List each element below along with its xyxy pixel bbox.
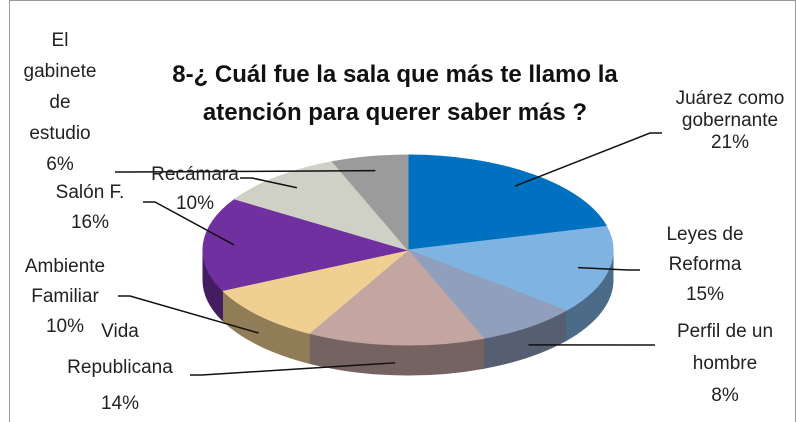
category-label: Vida Republicana bbox=[67, 321, 173, 378]
value-label: 16% bbox=[70, 212, 110, 233]
value-label: 8% bbox=[711, 385, 739, 406]
category-label: Perfil de un hombre bbox=[676, 321, 774, 374]
value-label: 10% bbox=[175, 193, 215, 214]
pie-slice bbox=[331, 154, 409, 252]
leader-line bbox=[118, 295, 259, 334]
pie-slice bbox=[308, 249, 485, 346]
category-label: Leyes de Reforma bbox=[666, 224, 744, 275]
value-label: 10% bbox=[45, 316, 85, 337]
leader-line bbox=[190, 362, 396, 376]
leader-line bbox=[514, 132, 662, 187]
category-label: Salón F. bbox=[55, 182, 125, 203]
data-label: Vida Republicana 14% bbox=[55, 314, 185, 422]
pie-slice bbox=[407, 225, 614, 312]
data-label: Leyes de Reforma 15% bbox=[650, 220, 760, 310]
value-label: 14% bbox=[100, 393, 140, 414]
value-label: 6% bbox=[46, 154, 74, 175]
data-label: Recámara 10% bbox=[145, 160, 245, 218]
category-label: Juárez como gobernante bbox=[675, 88, 785, 131]
leader-line bbox=[143, 201, 235, 246]
value-label: 15% bbox=[685, 284, 725, 305]
category-label: Ambiente Familiar bbox=[24, 256, 106, 307]
data-label: Ambiente Familiar 10% bbox=[8, 252, 123, 342]
data-label: Perfil de un hombre 8% bbox=[650, 316, 796, 412]
leader-line bbox=[115, 169, 376, 173]
chart-title: 8-¿ Cuál fue la sala que más te llamo la… bbox=[172, 61, 618, 126]
data-label: Salón F. 16% bbox=[40, 178, 140, 238]
category-label: Recámara bbox=[151, 164, 239, 185]
data-label: Juárez como gobernante 21% bbox=[655, 88, 796, 154]
data-label: El gabinete de estudio 6% bbox=[21, 25, 99, 180]
pie-slice bbox=[407, 154, 608, 251]
pie-slice bbox=[202, 198, 409, 291]
leader-line bbox=[240, 177, 298, 189]
category-label: El gabinete de estudio bbox=[23, 30, 97, 144]
pie-slice bbox=[407, 249, 568, 339]
value-label: 21% bbox=[710, 132, 750, 153]
leader-line bbox=[578, 266, 640, 271]
pie-slice bbox=[221, 249, 409, 334]
